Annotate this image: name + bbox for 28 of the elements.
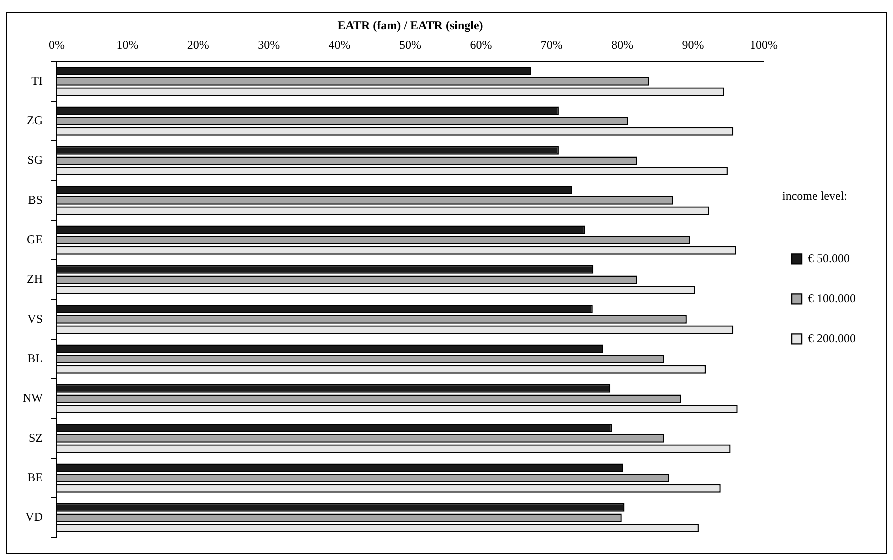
legend-label: € 100.000	[808, 291, 856, 306]
y-tick-label: TI	[32, 74, 43, 88]
y-tick-label: BS	[28, 192, 43, 207]
legend-label: € 50.000	[808, 251, 850, 266]
x-tick-label: 80%	[612, 38, 634, 52]
y-tick-label: BL	[28, 351, 43, 366]
x-tick-label: 40%	[328, 38, 351, 52]
x-tick-label: 20%	[187, 38, 210, 52]
x-tick-label: 60%	[470, 38, 492, 52]
y-tick-label: GE	[26, 232, 43, 246]
y-tick-label: NW	[22, 391, 44, 406]
legend-label: € 200.000	[808, 331, 856, 346]
x-tick-label: 10%	[116, 38, 139, 52]
y-tick-label: SG	[28, 153, 44, 168]
x-axis-title: EATR (fam) / EATR (single)	[338, 18, 484, 32]
x-tick-label: 100%	[750, 38, 778, 52]
x-tick-label: 90%	[682, 38, 704, 52]
x-tick-label: 50%	[399, 38, 422, 52]
x-tick-label: 70%	[540, 38, 563, 52]
legend-title: income level:	[782, 188, 848, 203]
x-tick-label: 30%	[258, 38, 280, 52]
x-tick-label: 0%	[48, 38, 65, 52]
y-tick-label: SZ	[28, 430, 43, 445]
y-tick-label: ZG	[26, 113, 44, 128]
y-tick-label: VD	[26, 510, 44, 524]
y-tick-label: ZH	[26, 272, 44, 286]
y-tick-label: BE	[28, 470, 43, 484]
y-tick-label: VS	[28, 312, 43, 326]
